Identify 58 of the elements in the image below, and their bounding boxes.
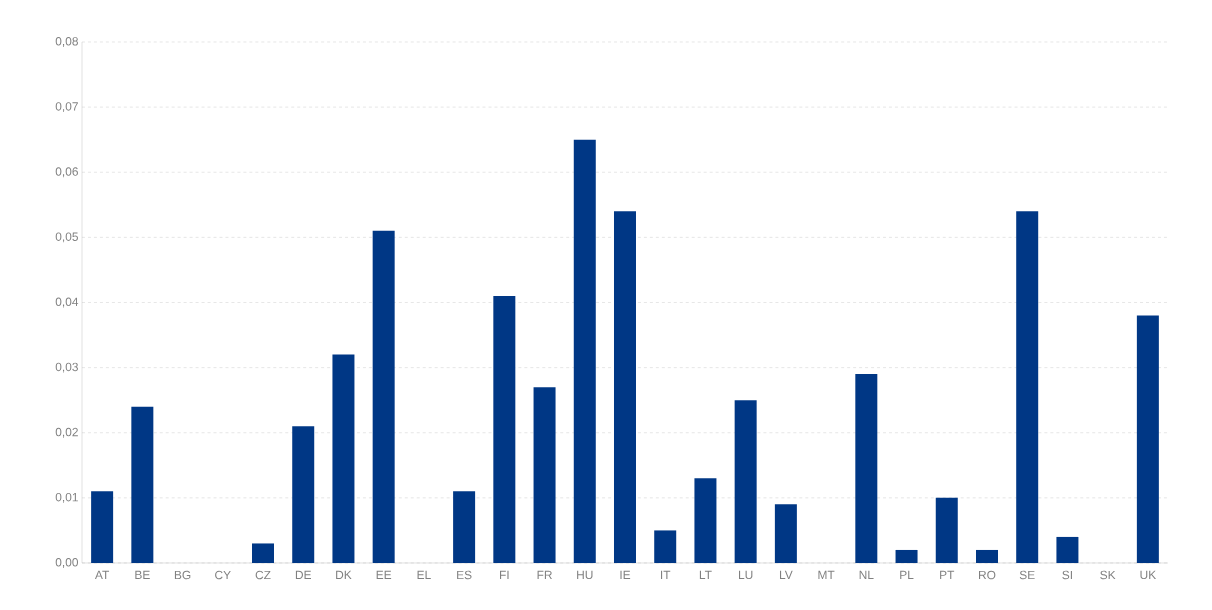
x-tick-label: DE [295,570,312,579]
y-tick-label: 0,02 [55,427,78,438]
x-tick-label: LT [699,570,712,579]
bar [292,426,315,563]
bar [935,497,958,563]
bar [252,543,274,563]
bar [131,406,154,563]
bar [372,230,395,563]
bar [91,491,114,563]
bar [493,295,516,563]
y-tick-label: 0,07 [55,102,78,113]
x-tick-label: MT [818,570,835,579]
bar [654,530,677,563]
x-tick-label: HU [577,570,593,580]
x-tick-label: IE [620,570,631,579]
x-tick-label: SE [1019,570,1035,580]
x-tick-label: SI [1062,570,1072,580]
bar [533,387,556,563]
y-tick-label: 0,08 [55,37,78,47]
bar [332,354,355,563]
x-tick-label: BE [135,570,150,579]
bar [855,374,878,563]
bar [734,400,757,563]
x-tick-label: CZ [255,570,271,580]
y-tick-label: 0,01 [55,492,78,503]
bar [453,491,476,563]
x-tick-label: RO [979,570,996,580]
x-tick-label: SK [1100,570,1116,580]
bar [774,504,797,563]
x-tick-label: CY [215,570,231,580]
y-tick-label: 0,04 [55,297,79,308]
x-tick-label: BG [174,570,191,580]
y-tick-label: 0,05 [55,232,78,243]
x-tick-label: IT [661,570,671,579]
bar [694,478,717,563]
x-tick-label: AT [94,570,110,579]
x-tick-label: EL [417,570,431,579]
x-tick-label: EE [376,570,392,579]
bar [573,139,596,563]
y-tick-label: 0,03 [55,362,78,373]
x-tick-label: DK [336,570,352,579]
x-tick-label: FI [500,570,509,579]
y-tick-label: 0,06 [55,167,78,178]
bar [1016,211,1039,563]
x-tick-label: PL [900,570,914,579]
bar [895,549,918,563]
bar [1136,315,1159,563]
x-tick-label: FR [537,570,552,579]
x-tick-label: NL [859,570,874,579]
x-tick-label: LU [739,570,753,580]
bar [975,549,998,563]
x-tick-label: LV [779,570,793,579]
bar [613,211,636,563]
x-tick-label: PT [940,570,955,579]
y-tick-label: 0,00 [55,558,79,568]
x-tick-label: UK [1140,570,1157,580]
x-tick-label: ES [457,570,472,580]
bar [1056,536,1079,563]
